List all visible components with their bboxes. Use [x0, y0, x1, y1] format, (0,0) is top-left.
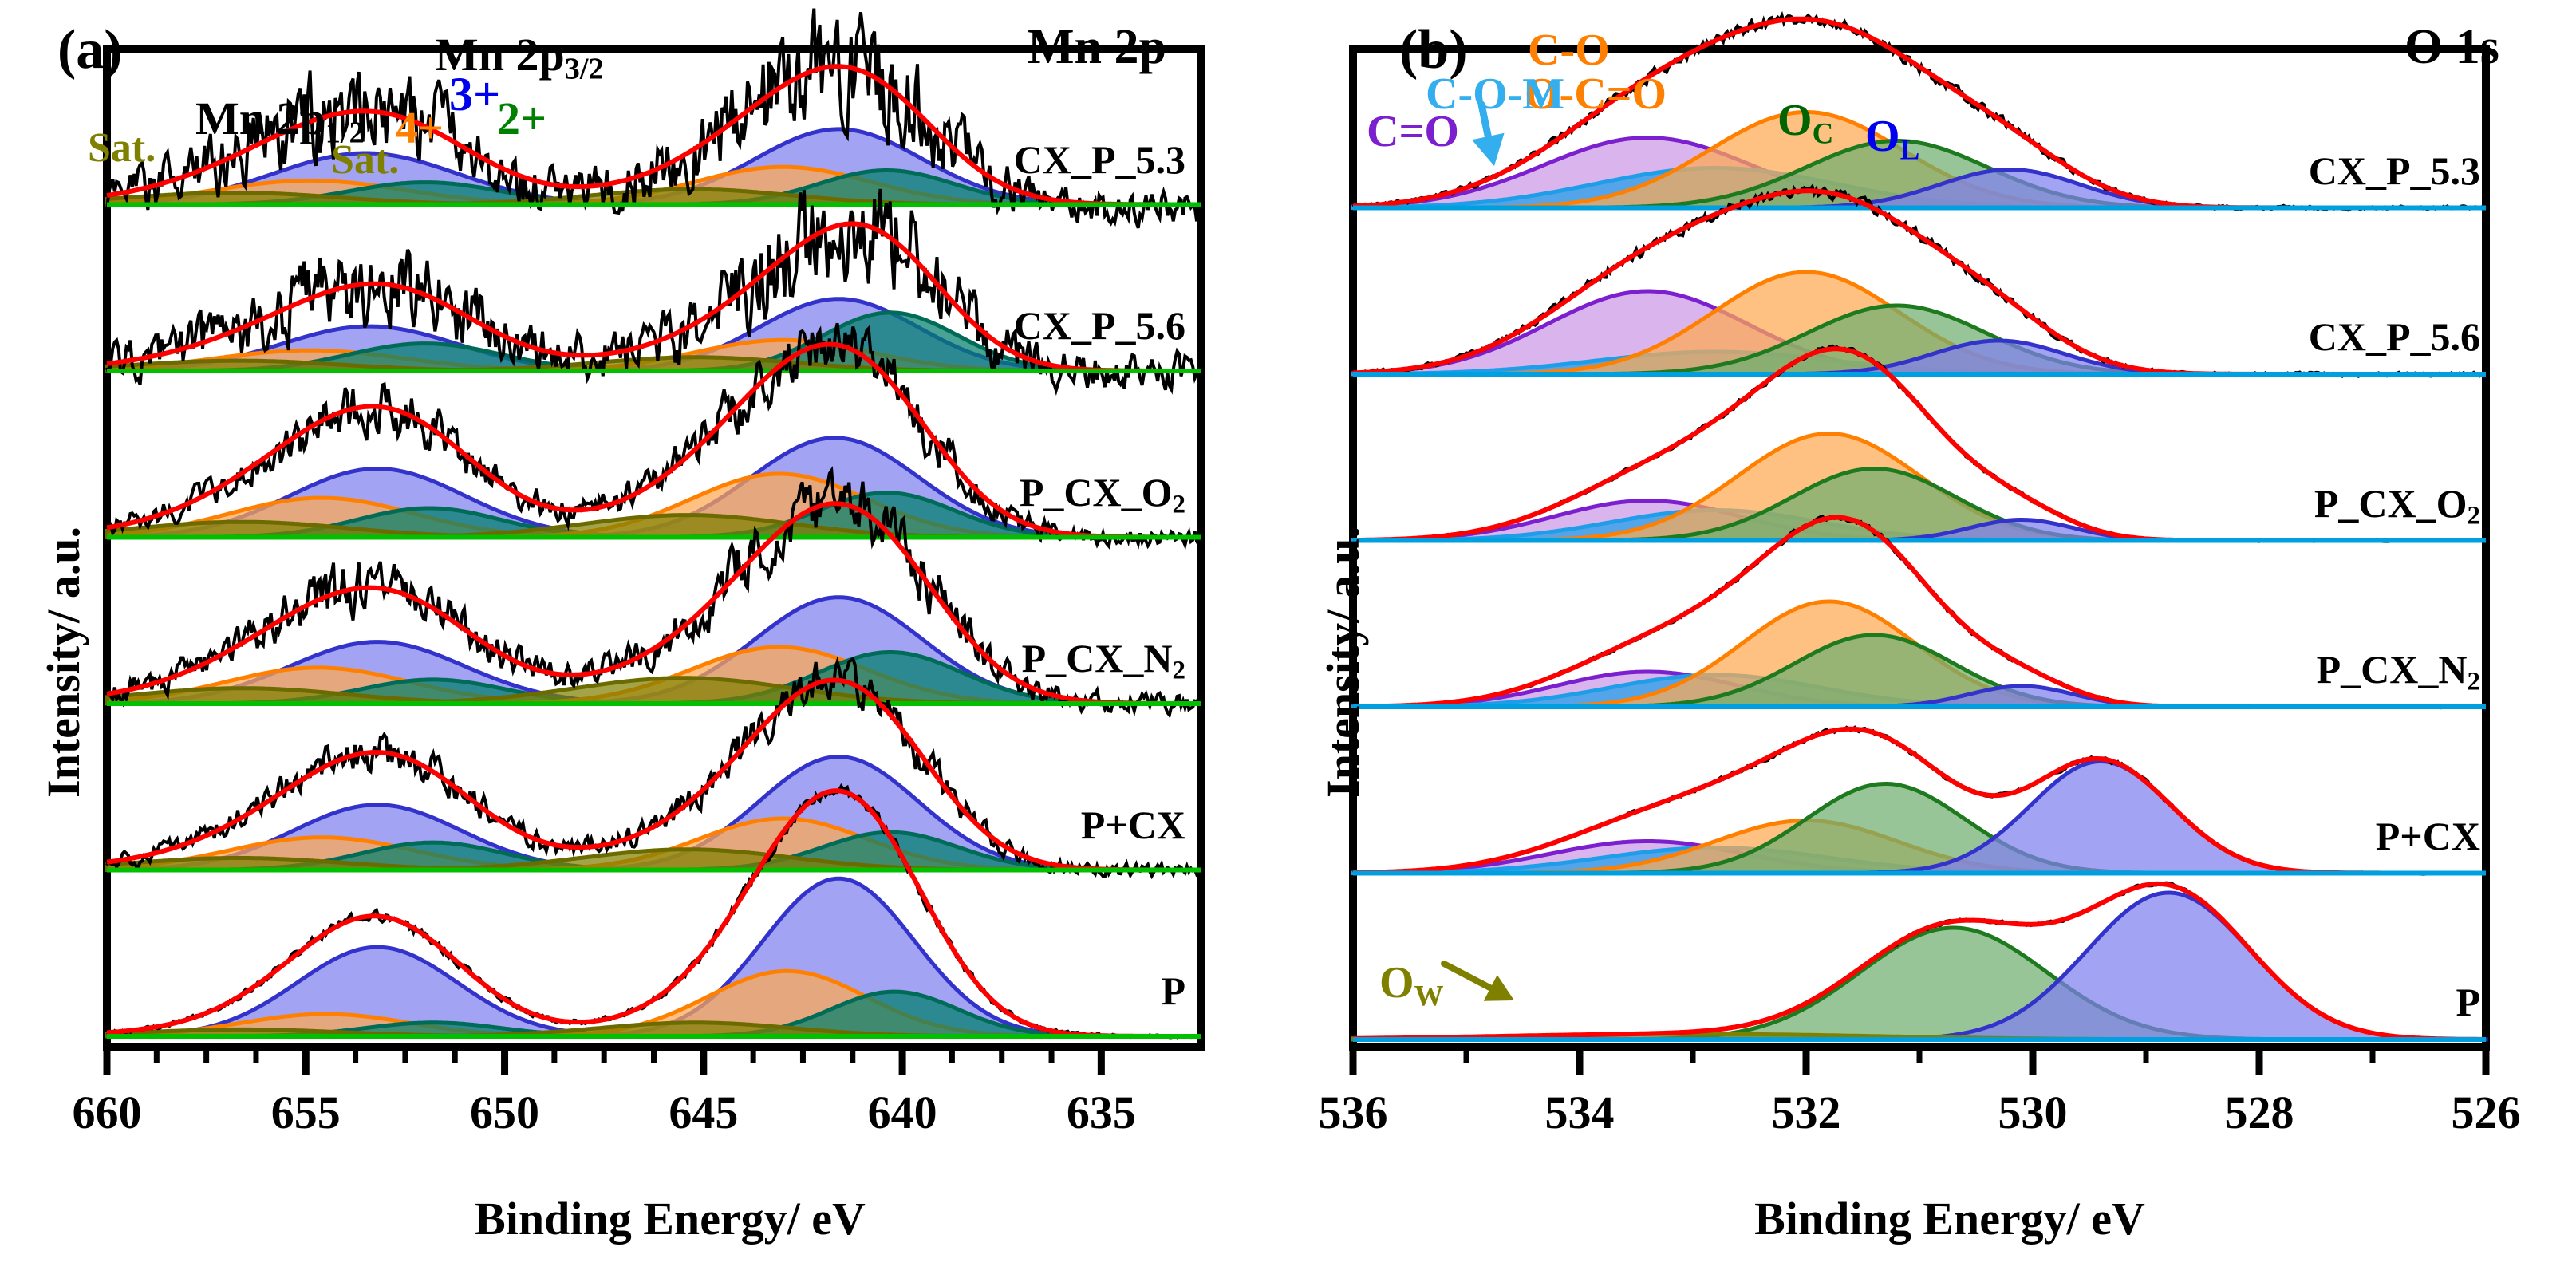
x-tick-label-528: 528	[2224, 1087, 2294, 1138]
panel-b-tag: (b)	[1399, 19, 1468, 81]
panel-a-y-axis-label: Intensity/ a.u.	[37, 526, 89, 798]
o-l-subscript-label: OL	[1865, 112, 1920, 166]
trace-label-p-cx-n2: P_CX_N2	[1021, 636, 1185, 685]
o-c-subscript-label: OC	[1777, 96, 1834, 150]
trace-label-p-cx: P+CX	[2375, 813, 2480, 858]
x-tick-label-534: 534	[1544, 1087, 1615, 1138]
c-o-label: C-O	[1528, 26, 1610, 75]
mn-2p-1-2-label: Mn 2p1/2	[195, 93, 365, 150]
trace-label-p-cx-o2: P_CX_O2	[1019, 469, 1185, 519]
trace-label-p: P	[1161, 968, 1185, 1013]
sat-left-label: Sat.	[88, 125, 156, 171]
panel-b-corner-title: O 1s	[2404, 20, 2499, 74]
x-tick-label-640: 640	[867, 1087, 937, 1138]
x-tick-label-526: 526	[2451, 1087, 2521, 1138]
spectrum-trace-p	[1351, 881, 2488, 1042]
c-o-m-pointer-arrow	[1472, 101, 1505, 166]
mn-2plus-label: 2+	[497, 93, 547, 144]
panel-a-x-axis-label: Binding Energy/ eV	[475, 1193, 866, 1245]
trace-label-p-cx-n2: P_CX_N2	[2316, 647, 2480, 696]
panel-b-y-axis-label: Intensity/ a.u.	[1317, 526, 1369, 798]
trace-label-cx-p-5-6: CX_P_5.6	[1013, 303, 1185, 348]
trace-label-p-cx-o2: P_CX_O2	[2314, 480, 2480, 530]
o-w-subscript-label: OW	[1379, 958, 1444, 1012]
mn-4plus-label: 4+	[396, 104, 444, 153]
panel-a-mn2p: Intensity/ a.u. Binding Energy/ eV (a) M…	[37, 8, 1205, 1245]
sat-right-label: Sat.	[331, 137, 400, 183]
trace-label-p-cx: P+CX	[1080, 802, 1185, 847]
trace-label-cx-p-5-6: CX_P_5.6	[2308, 314, 2480, 359]
x-tick-label-536: 536	[1318, 1087, 1388, 1138]
x-tick-label-530: 530	[1998, 1087, 2068, 1138]
spectrum-trace-p-cx-n2	[1351, 514, 2487, 710]
trace-label-p: P	[2456, 980, 2480, 1024]
spectrum-trace-p-cx-o2	[1351, 344, 2487, 543]
c-o-m-label: C-O-M	[1426, 69, 1565, 119]
spectrum-trace-p-cx-n2	[105, 466, 1202, 719]
panel-b-plot	[1349, 10, 2490, 1075]
x-tick-label-645: 645	[669, 1087, 739, 1138]
trace-label-cx-p-5-3: CX_P_5.3	[2308, 148, 2480, 193]
panel-a-plot	[103, 8, 1205, 1075]
spectrum-trace-cx-p-5-3	[1351, 10, 2487, 212]
mn-3plus-label: 3+	[449, 68, 501, 120]
o-c-o-label: O-C=O	[1525, 69, 1667, 119]
x-tick-label-532: 532	[1771, 1087, 1841, 1138]
x-tick-label-655: 655	[270, 1087, 341, 1138]
trace-label-cx-p-5-3: CX_P_5.3	[1013, 136, 1185, 182]
spectrum-trace-cx-p-5-3	[105, 8, 1202, 229]
spectrum-trace-cx-p-5-6	[105, 188, 1202, 396]
spectrum-trace-p-cx	[105, 656, 1201, 880]
mn-2p-3-2-label: Mn 2p3/2	[435, 29, 604, 86]
spectrum-trace-p-cx-o2	[105, 322, 1202, 550]
o-w-pointer-arrow	[1441, 961, 1514, 1001]
spectrum-trace-p	[105, 783, 1201, 1040]
panel-a-tag: (a)	[57, 19, 123, 81]
spectrum-trace-p-cx	[1351, 725, 2487, 876]
x-tick-label-660: 660	[72, 1087, 142, 1138]
panel-a-corner-title: Mn 2p	[1028, 20, 1166, 74]
panel-b-o1s: Intensity/ a.u. Binding Energy/ eV (b) O…	[1288, 0, 2576, 1282]
x-tick-label-650: 650	[470, 1087, 540, 1138]
spectrum-trace-cx-p-5-6	[1351, 183, 2487, 378]
x-tick-label-635: 635	[1066, 1087, 1136, 1138]
c-double-o-label: C=O	[1367, 107, 1459, 156]
panel-b-x-axis-label: Binding Energy/ eV	[1754, 1193, 2145, 1245]
